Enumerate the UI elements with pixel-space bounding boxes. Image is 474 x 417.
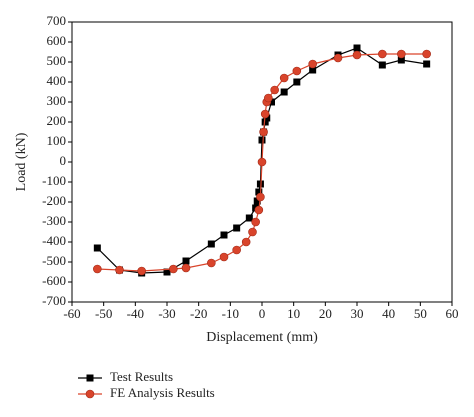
y-tick-label: 0 xyxy=(60,153,67,168)
data-point xyxy=(353,44,361,52)
x-axis-title: Displacement (mm) xyxy=(206,330,318,345)
x-tick-label: -40 xyxy=(127,306,144,321)
data-point xyxy=(233,224,241,232)
data-point xyxy=(115,265,124,275)
data-point xyxy=(248,227,257,237)
data-point xyxy=(352,50,362,60)
data-point xyxy=(181,263,191,273)
data-point xyxy=(219,252,229,262)
x-tick-label: 60 xyxy=(446,306,459,321)
y-tick-label: -700 xyxy=(42,293,66,308)
data-point xyxy=(254,205,264,215)
data-point xyxy=(207,240,215,248)
data-point xyxy=(241,237,251,247)
data-point xyxy=(93,244,101,252)
y-tick-label: 400 xyxy=(47,73,67,88)
y-tick-label: -500 xyxy=(42,253,66,268)
x-tick-label: -10 xyxy=(222,306,239,321)
data-point xyxy=(93,264,102,274)
x-tick-label: 30 xyxy=(351,306,364,321)
data-point xyxy=(232,245,241,255)
y-tick-label: -100 xyxy=(42,173,66,188)
x-tick-label: 40 xyxy=(382,306,395,321)
data-point xyxy=(309,66,317,74)
data-point xyxy=(423,60,431,68)
legend-label: FE Analysis Results xyxy=(110,385,215,400)
data-point xyxy=(259,127,268,137)
data-point xyxy=(263,114,271,122)
legend-marker xyxy=(86,374,94,382)
x-tick-label: 50 xyxy=(414,306,427,321)
x-tick-label: 20 xyxy=(319,306,332,321)
data-point xyxy=(257,157,267,167)
y-tick-label: 300 xyxy=(47,93,67,108)
legend-marker xyxy=(85,389,95,399)
data-point xyxy=(279,73,289,83)
data-point xyxy=(163,268,171,276)
data-point xyxy=(253,197,261,205)
data-point xyxy=(268,98,275,106)
y-tick-label: -600 xyxy=(42,273,66,288)
data-point xyxy=(280,88,288,96)
y-tick-label: -400 xyxy=(42,233,66,248)
data-point xyxy=(251,217,260,227)
x-tick-label: -50 xyxy=(95,306,112,321)
data-point xyxy=(255,188,263,196)
data-point xyxy=(270,85,279,95)
y-tick-label: 500 xyxy=(47,53,67,68)
y-tick-label: 100 xyxy=(47,133,67,148)
data-point xyxy=(397,49,406,59)
x-tick-label: -30 xyxy=(158,306,175,321)
data-point xyxy=(169,264,178,274)
y-tick-label: -300 xyxy=(42,213,66,228)
data-point xyxy=(261,118,269,126)
data-point xyxy=(245,214,253,222)
data-point xyxy=(293,78,301,86)
data-point xyxy=(258,136,266,144)
y-tick-label: -200 xyxy=(42,193,66,208)
x-tick-label: 0 xyxy=(259,306,266,321)
x-tick-label: -60 xyxy=(63,306,80,321)
x-tick-label: 10 xyxy=(287,306,300,321)
data-point xyxy=(260,109,270,119)
y-tick-label: 700 xyxy=(47,13,67,28)
y-tick-label: 200 xyxy=(47,113,67,128)
data-point xyxy=(333,53,343,63)
data-point xyxy=(378,49,387,59)
data-point xyxy=(378,61,386,69)
data-point xyxy=(207,258,216,268)
data-point xyxy=(220,231,228,239)
data-point xyxy=(182,257,190,265)
y-axis-title: Load (kN) xyxy=(14,132,29,191)
data-point xyxy=(422,49,431,59)
y-tick-label: 600 xyxy=(47,33,67,48)
data-point xyxy=(292,66,302,76)
legend-label: Test Results xyxy=(110,369,173,384)
data-point xyxy=(308,59,317,69)
x-tick-label: -20 xyxy=(190,306,207,321)
data-point xyxy=(397,56,405,64)
data-point xyxy=(256,192,265,202)
data-point xyxy=(137,266,146,276)
data-point xyxy=(264,93,273,103)
